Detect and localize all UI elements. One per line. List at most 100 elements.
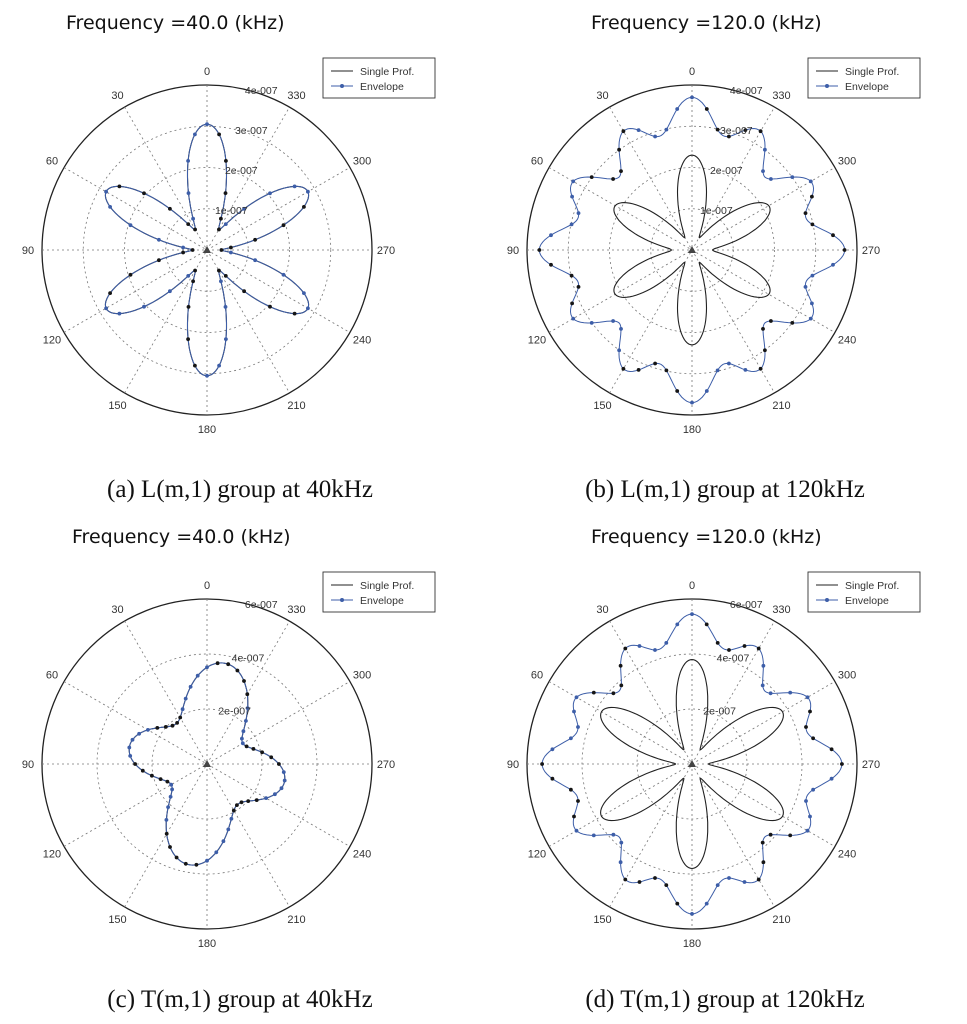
envelope-marker [193, 268, 198, 273]
legend-marker-envelope [340, 598, 344, 602]
envelope-marker [180, 707, 185, 712]
envelope-marker [675, 107, 680, 111]
angle-tick-label: 330 [287, 90, 305, 102]
angle-tick-label: 0 [204, 66, 210, 78]
envelope-marker [133, 762, 137, 766]
envelope-marker [205, 122, 209, 127]
envelope-marker [808, 814, 812, 819]
radial-tick-label: 2e-007 [703, 706, 736, 718]
envelope-marker [690, 612, 694, 616]
angle-tick-label: 60 [531, 156, 543, 168]
envelope-marker [675, 901, 680, 906]
envelope-marker [808, 179, 813, 184]
envelope-marker [591, 690, 596, 695]
envelope-marker [168, 845, 172, 849]
envelope-marker [193, 363, 197, 368]
envelope-marker [186, 191, 191, 196]
envelope-marker [811, 736, 815, 741]
envelope-marker [240, 736, 244, 741]
envelope-marker [760, 683, 765, 688]
envelope-marker [130, 737, 135, 742]
envelope-marker [549, 262, 553, 267]
envelope-marker [637, 880, 642, 884]
envelope-marker [810, 273, 815, 278]
angle-tick-label: 30 [596, 90, 608, 102]
polar-chart-b: 0 30 60 90 120 150 180 210 240 270 300 330 1e-007 2e-… [507, 57, 921, 436]
envelope-marker [217, 363, 222, 368]
envelope-marker [229, 245, 233, 250]
envelope-marker [761, 169, 765, 174]
envelope-marker [281, 272, 286, 277]
envelope-markers [540, 612, 844, 916]
envelope-marker [239, 800, 244, 805]
envelope-marker [572, 814, 576, 819]
envelope-marker [569, 736, 573, 741]
envelope-marker [195, 673, 200, 678]
envelope-marker [214, 850, 219, 855]
envelope-marker [623, 646, 628, 651]
angle-tick-label: 180 [683, 938, 701, 950]
envelope-marker [788, 833, 793, 838]
polar-chart-d: 0 30 60 90 120 150 180 210 240 270 300 330 2e-007 4e-… [507, 571, 921, 950]
envelope-marker [611, 319, 615, 323]
envelope-marker [803, 211, 808, 216]
radial-tick-label: 6e-007 [245, 599, 278, 611]
envelope-marker [273, 792, 277, 797]
grid-ring [124, 167, 290, 333]
envelope-marker [761, 860, 766, 865]
envelope-marker [164, 831, 169, 836]
envelope-marker [829, 776, 834, 781]
envelope-marker [168, 794, 173, 799]
legend-label: Single Prof. [845, 66, 899, 78]
origin-marker [203, 760, 211, 767]
angle-tick-label: 240 [838, 335, 856, 347]
envelope-marker [810, 194, 814, 199]
radial-tick-label: 3e-007 [235, 125, 268, 137]
angle-tick-label: 210 [287, 914, 305, 926]
envelope-marker [811, 787, 815, 792]
radial-tick-label: 3e-007 [720, 125, 753, 137]
angle-tick-label: 150 [108, 400, 126, 412]
origin-marker [203, 246, 211, 253]
envelope-marker [758, 366, 763, 371]
envelope-marker [727, 361, 731, 366]
envelope-marker [808, 709, 812, 714]
envelope-marker [174, 855, 179, 860]
envelope-marker [743, 368, 748, 372]
envelope-marker [574, 695, 579, 700]
envelope-marker [569, 222, 574, 227]
envelope-marker [619, 840, 624, 845]
envelope-marker [715, 368, 720, 373]
legend-label: Envelope [360, 595, 404, 607]
angle-tick-label: 150 [593, 914, 611, 926]
envelope-marker [831, 262, 835, 267]
envelope-marker [175, 721, 180, 725]
polar-chart-c: 0 30 60 90 120 150 180 210 240 270 300 330 2e-007 4e-… [22, 571, 436, 950]
envelope-marker [253, 237, 257, 242]
envelope-marker [104, 189, 108, 194]
angle-tick-label: 90 [22, 245, 34, 257]
envelope-marker [619, 169, 623, 174]
envelope-marker [137, 731, 141, 736]
envelope-marker [761, 327, 765, 331]
envelope-marker [842, 248, 847, 252]
envelope-marker [186, 222, 191, 227]
envelope-marker [264, 796, 268, 800]
envelope-marker [742, 644, 747, 648]
envelope-marker [618, 663, 623, 668]
envelope-marker [226, 662, 231, 667]
envelope-marker [219, 248, 224, 252]
angle-tick-label: 330 [287, 604, 305, 616]
angle-tick-label: 180 [683, 424, 701, 436]
envelope-marker [589, 321, 594, 325]
envelope-marker [217, 227, 221, 232]
envelope-marker [219, 279, 223, 284]
envelope-marker [108, 291, 112, 295]
envelope-marker [253, 258, 257, 263]
envelope-marker [302, 205, 306, 209]
angle-tick-label: 30 [596, 604, 608, 616]
envelope-marker [168, 206, 172, 211]
legend-box [322, 57, 436, 99]
radial-tick-label: 4e-007 [232, 652, 265, 664]
envelope-marker [617, 147, 621, 152]
